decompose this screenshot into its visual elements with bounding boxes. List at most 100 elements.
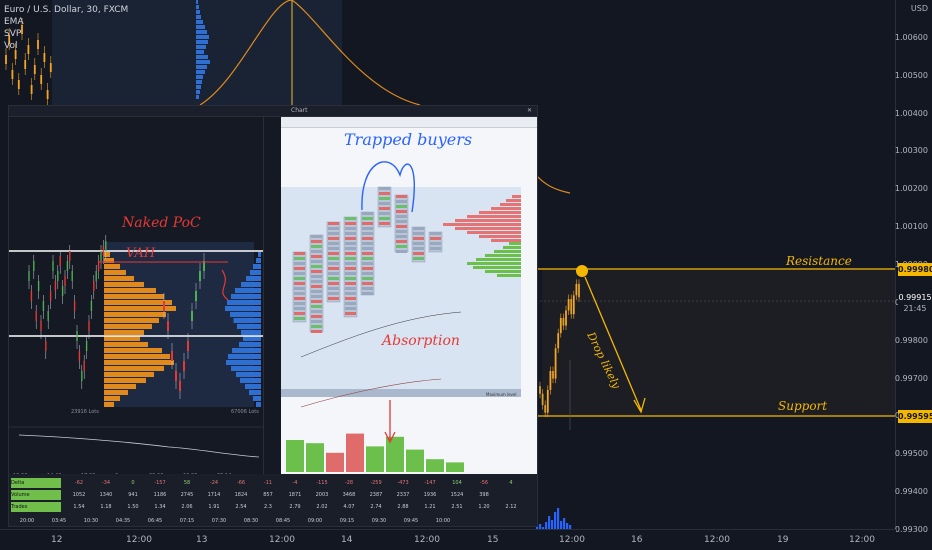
svp-bar bbox=[196, 25, 205, 29]
candle-body bbox=[199, 271, 201, 281]
footprint-cell bbox=[345, 292, 356, 295]
stats-cell: 2.88 bbox=[397, 504, 409, 510]
profile-bar-green bbox=[476, 258, 521, 261]
stats-cell: 104 bbox=[452, 480, 462, 486]
volume-profile-bar bbox=[104, 348, 162, 353]
footprint-cell bbox=[379, 202, 390, 205]
volume-profile-bar-right bbox=[237, 324, 261, 329]
chart-legend: Euro / U.S. Dollar, 30, FXCM EMA SVP Vol bbox=[4, 4, 128, 52]
resistance-marker bbox=[576, 265, 588, 277]
candle-body bbox=[562, 318, 565, 326]
time-tick: 16 bbox=[631, 535, 643, 545]
footprint-volume-bar bbox=[306, 443, 324, 472]
footprint-window[interactable]: Chart ✕ 13:0014:4017:00000:0010:0008:14 … bbox=[8, 105, 538, 527]
volume-profile-bar-right bbox=[232, 348, 261, 353]
footprint-cell bbox=[396, 245, 407, 248]
stats-cell: -4 bbox=[292, 480, 298, 486]
footprint-cell bbox=[328, 287, 339, 290]
stats-cell: -259 bbox=[370, 480, 382, 486]
svp-bar bbox=[196, 5, 199, 9]
candle-body bbox=[167, 321, 169, 331]
candle-body bbox=[575, 283, 578, 296]
stats-cell: -157 bbox=[154, 480, 166, 486]
profile-bar-green bbox=[485, 270, 521, 273]
stats-cell: 1.21 bbox=[424, 504, 436, 510]
footprint-cell bbox=[311, 265, 322, 268]
stats-cell: 941 bbox=[128, 492, 138, 498]
candle-body bbox=[203, 261, 205, 271]
stats-time-label: 09:30 bbox=[371, 518, 387, 524]
candle-body bbox=[85, 341, 88, 351]
candle-body bbox=[544, 405, 547, 413]
footprint-volume-bar bbox=[446, 462, 464, 472]
footprint-cell bbox=[311, 305, 322, 308]
footprint-cell bbox=[379, 207, 390, 210]
stats-time-row: 20:00 03:45 10:30 04:35 06:45 07:15 07:30 08:30… bbox=[9, 516, 537, 526]
volume-profile-bar-right bbox=[239, 342, 261, 347]
stats-cell: -24 bbox=[209, 480, 219, 486]
footprint-cell bbox=[396, 205, 407, 208]
candle-body bbox=[24, 60, 27, 69]
close-icon[interactable]: ✕ bbox=[527, 107, 533, 114]
inset-toolbar[interactable]: Chart ✕ bbox=[9, 106, 537, 117]
footprint-cell bbox=[311, 290, 322, 293]
footprint-cell bbox=[345, 262, 356, 265]
candle-body bbox=[49, 63, 52, 72]
profile-bar-red bbox=[443, 223, 521, 226]
volume-profile-bar-right bbox=[256, 402, 261, 407]
price-tick: USD bbox=[910, 4, 928, 13]
stats-cell: -147 bbox=[424, 480, 436, 486]
candle-body bbox=[567, 299, 570, 311]
volume-bar bbox=[557, 508, 560, 530]
svp-bar bbox=[196, 20, 203, 24]
volume-profile-bar bbox=[104, 258, 114, 263]
volume-profile-bar-right bbox=[233, 318, 261, 323]
candle-body bbox=[565, 310, 567, 326]
volume-profile-bar-right bbox=[241, 330, 261, 335]
footprint-cell bbox=[396, 250, 407, 253]
volume-profile-bar-right bbox=[249, 390, 261, 395]
stats-time-label: 07:15 bbox=[179, 518, 195, 524]
footprint-cell bbox=[311, 235, 322, 238]
footprint-cell bbox=[311, 315, 322, 318]
candle-body bbox=[21, 25, 23, 34]
footprint-cell bbox=[430, 237, 441, 240]
price-tick: 1.00200 bbox=[894, 184, 928, 194]
inset-toolbar-title: Chart bbox=[291, 107, 308, 114]
footprint-cell bbox=[345, 252, 356, 255]
footprint-column bbox=[394, 194, 409, 253]
maximum-level-label: Maximum level bbox=[486, 392, 517, 397]
candle-body bbox=[30, 291, 33, 301]
candle-body bbox=[43, 53, 46, 62]
profile-bar-red bbox=[512, 195, 521, 198]
volume-bar bbox=[566, 523, 569, 530]
stats-cell: 2.51 bbox=[451, 504, 463, 510]
candle-body bbox=[572, 295, 575, 315]
footprint-pane[interactable]: Maximum level bbox=[281, 117, 537, 482]
footprint-volume-bar bbox=[286, 440, 304, 472]
cumulative-delta-line bbox=[18, 434, 260, 458]
footprint-cell bbox=[396, 220, 407, 223]
candle-body bbox=[59, 256, 61, 266]
volume-profile-bar bbox=[104, 396, 120, 401]
candle-body bbox=[554, 348, 557, 379]
candle-body bbox=[97, 261, 100, 271]
footprint-cell bbox=[328, 247, 339, 250]
candle-body bbox=[179, 381, 181, 391]
stats-row-label: Volume bbox=[11, 490, 61, 500]
profile-bar-red bbox=[455, 219, 521, 222]
vol-label: Vol bbox=[4, 41, 18, 51]
candle-body bbox=[28, 271, 30, 281]
stats-table: Delta -62 -34 0 -157 58 -24 -66 -11 -4 -115 -28 -259… bbox=[9, 474, 537, 526]
stats-time-label: 09:45 bbox=[403, 518, 419, 524]
candle-body bbox=[578, 283, 580, 298]
profile-bar-green bbox=[485, 254, 521, 257]
profile-bar-red bbox=[455, 227, 521, 230]
footprint-cell bbox=[362, 287, 373, 290]
volume-profile-bar bbox=[104, 402, 114, 407]
footprint-cell bbox=[345, 247, 356, 250]
time-axis[interactable]: 12 12:00 13 12:00 14 12:00 15 12:00 16 12:00 19 12:… bbox=[0, 529, 896, 550]
